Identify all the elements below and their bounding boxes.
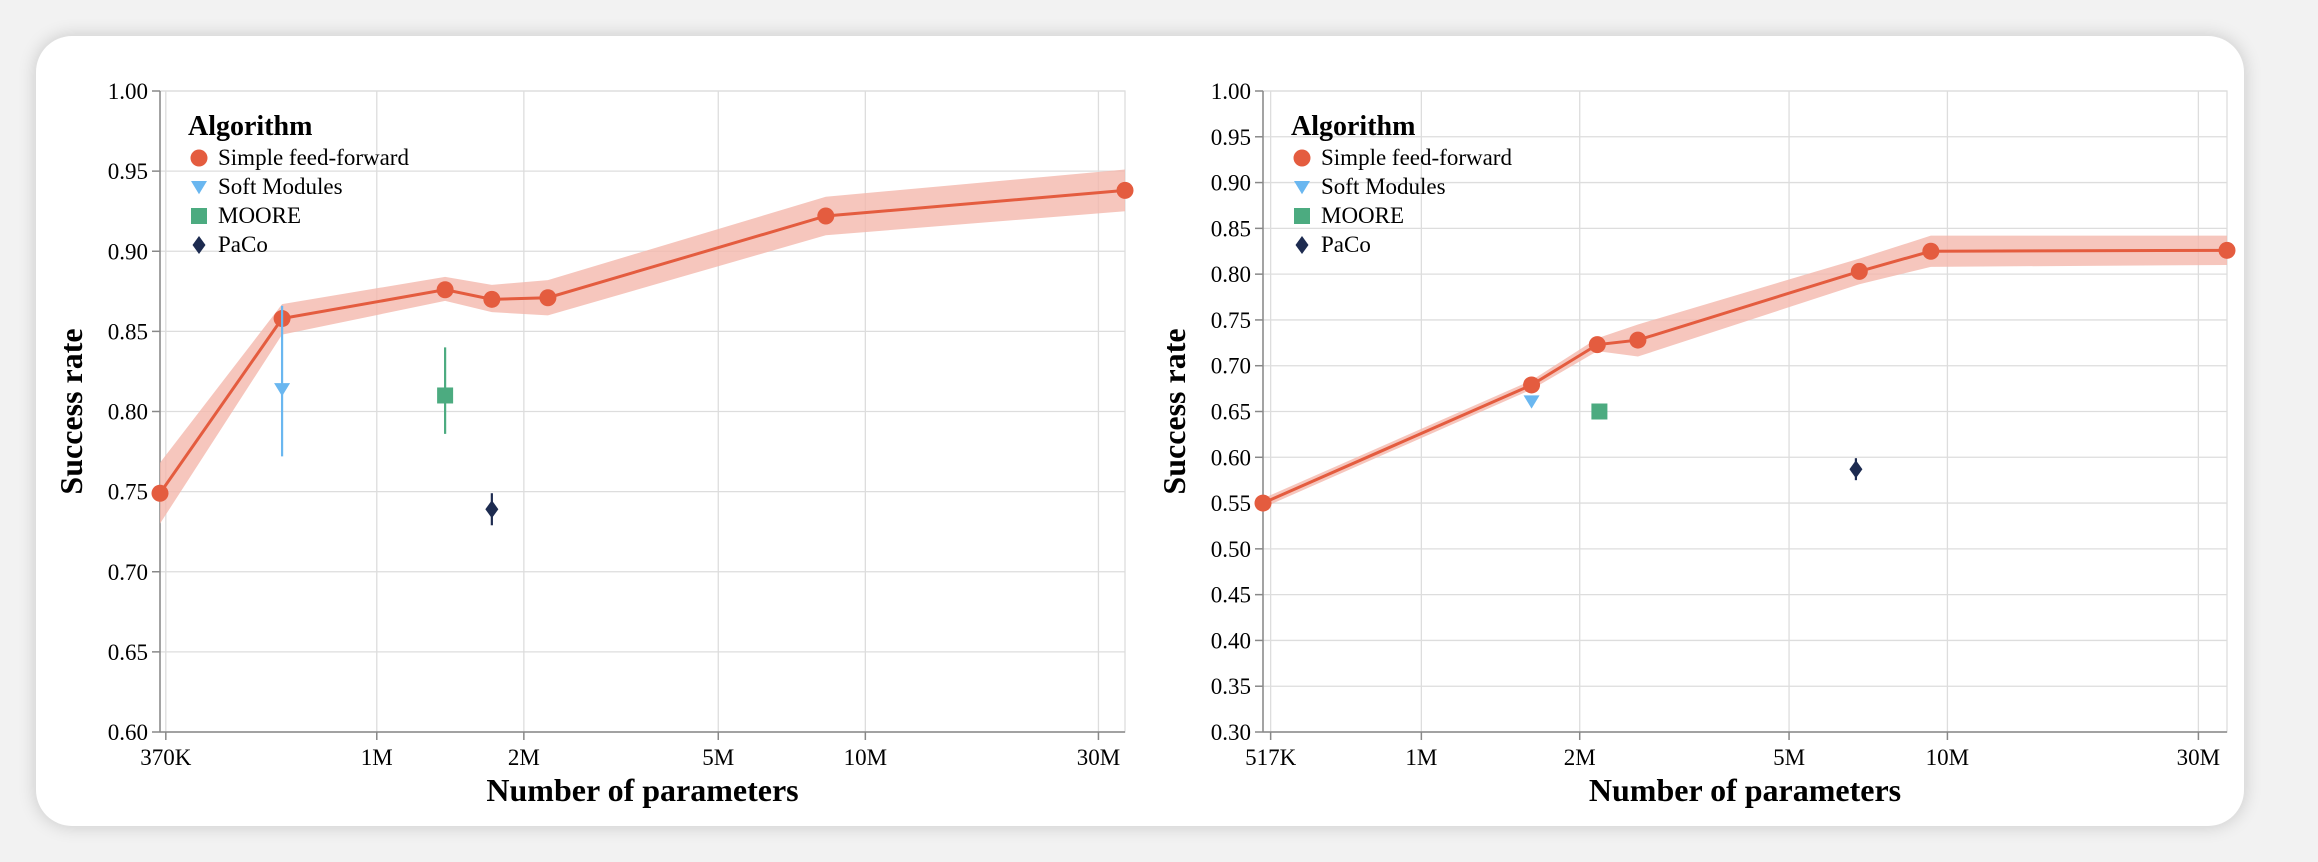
panel1-x-tick-label: 10M [844, 745, 887, 770]
panel1-moore-point [437, 387, 454, 404]
panel2-y-tick-label: 0.70 [1211, 354, 1251, 379]
panel1-y-tick-label: 0.95 [108, 159, 148, 184]
panel2-legend-marker-moore [1294, 208, 1310, 224]
panel2-x-tick-label: 10M [1926, 745, 1969, 770]
panel2-y-tick-label: 0.80 [1211, 262, 1251, 287]
panel2-simple-ff-point [1523, 376, 1541, 394]
panel2-x-tick-label: 2M [1564, 745, 1596, 770]
panel1-simple-ff-point [436, 281, 454, 299]
panel2-legend-marker-paco [1295, 236, 1309, 254]
panel1-y-tick-label: 0.80 [108, 400, 148, 425]
panel1-legend-marker-soft-modules [191, 181, 207, 195]
panel2-soft-modules-point [1523, 395, 1540, 409]
panel2-simple-ff-point [1850, 262, 1868, 280]
panel2-simple-ff-line [1262, 248, 2228, 505]
panel2-legend-title: Algorithm [1291, 111, 1415, 142]
panel2-legend-label: MOORE [1321, 203, 1404, 228]
panel2-legend: Algorithm Simple feed-forward Soft Modules… [1291, 111, 1512, 257]
panel1-simple-ff-line [158, 188, 1126, 495]
figure-card [36, 36, 2244, 826]
panel1-paco-point [485, 500, 499, 519]
panel2-chart: 0.30 0.35 0.40 0.45 0.50 0.55 0.60 0.65 0.70 0.75… [1156, 79, 2236, 808]
panel2-y-tick-label: 0.90 [1211, 171, 1251, 196]
panel2-x-tick-label: 517K [1245, 745, 1297, 770]
panel1-y-axis-title: Success rate [53, 328, 89, 494]
panel1-y-tick-label: 0.90 [108, 239, 148, 264]
panel1-x-tick-label: 1M [361, 745, 393, 770]
panel2-legend-label: PaCo [1321, 232, 1371, 257]
panel1-y-tick-label: 0.85 [108, 319, 148, 344]
panel2-simple-ff-point [1922, 242, 1940, 260]
panel2-y-tick-label: 0.50 [1211, 537, 1251, 562]
panel2-x-tick-label: 30M [2177, 745, 2220, 770]
panel1-legend-label: MOORE [218, 203, 301, 228]
panel1-simple-ff-point [1116, 181, 1134, 199]
panel2-paco-point [1849, 460, 1863, 479]
panel2-x-axis-title: Number of parameters [1589, 772, 1901, 808]
panel2-simple-ff-point [1588, 336, 1606, 354]
panel1-soft-modules-point [274, 383, 291, 397]
panel1-simple-ff-band [160, 169, 1125, 524]
panel1-x-tick-label: 5M [702, 745, 734, 770]
panel2-y-axis-title: Success rate [1156, 328, 1192, 494]
panel1-y-tick-label: 1.00 [108, 79, 148, 104]
panel2-y-tick-label: 0.95 [1211, 125, 1251, 150]
panel2-y-tick-label: 0.65 [1211, 400, 1251, 425]
panel2-simple-ff-point [1254, 494, 1272, 512]
panel2-y-tick-label: 0.60 [1211, 445, 1251, 470]
panel1-y-tick-label: 0.65 [108, 640, 148, 665]
panel1-legend-marker-simple-ff [190, 149, 208, 167]
panel2-legend-label: Simple feed-forward [1321, 145, 1512, 170]
panel1-y-tick-label: 0.75 [108, 480, 148, 505]
panel2-y-tick-label: 0.40 [1211, 628, 1251, 653]
panel1-legend-label: Simple feed-forward [218, 145, 409, 170]
panel2-x-tick-label: 1M [1405, 745, 1437, 770]
panel1-simple-ff-point [817, 207, 835, 225]
panel1-x-tick-label: 30M [1077, 745, 1120, 770]
panel2-x-tick-label: 5M [1773, 745, 1805, 770]
panel1-legend-marker-paco [192, 236, 206, 254]
panel2-legend-label: Soft Modules [1321, 174, 1446, 199]
panel2-y-tick-label: 0.35 [1211, 674, 1251, 699]
panel2-y-tick-label: 0.45 [1211, 583, 1251, 608]
panel1-y-tick-label: 0.70 [108, 560, 148, 585]
panel1-simple-ff-point [539, 289, 557, 307]
panel1-x-tick-label: 2M [508, 745, 540, 770]
panel2-y-tick-label: 0.30 [1211, 720, 1251, 745]
panel2-y-tick-label: 0.55 [1211, 491, 1251, 516]
panel2-simple-ff-band [1263, 235, 2227, 508]
panel1-y-tick-label: 0.60 [108, 720, 148, 745]
panel2-y-tick-label: 0.75 [1211, 308, 1251, 333]
panel2-simple-ff-point [1629, 331, 1647, 349]
panel1-legend-label: Soft Modules [218, 174, 343, 199]
panel1-legend-label: PaCo [218, 232, 268, 257]
panel1-x-axis-title: Number of parameters [486, 772, 798, 808]
panel1-simple-ff-point [151, 484, 169, 502]
panel2-moore-point [1591, 403, 1608, 420]
panel2-legend-marker-simple-ff [1293, 149, 1311, 167]
panel1-x-tick-label: 370K [140, 745, 192, 770]
panel2-y-tick-label: 1.00 [1211, 79, 1251, 104]
panel2-simple-ff-point [2218, 241, 2236, 259]
panel2-y-tick-label: 0.85 [1211, 216, 1251, 241]
panel1-chart: 0.60 0.65 0.70 0.75 0.80 0.85 0.90 0.95 1.00 370K… [53, 79, 1134, 808]
panel1-simple-ff-point [483, 290, 501, 308]
panel1-legend: Algorithm Simple feed-forward Soft Modules… [188, 111, 409, 257]
panel1-legend-marker-moore [191, 208, 207, 224]
panel1-legend-title: Algorithm [188, 111, 312, 142]
panel2-legend-marker-soft-modules [1294, 181, 1310, 195]
